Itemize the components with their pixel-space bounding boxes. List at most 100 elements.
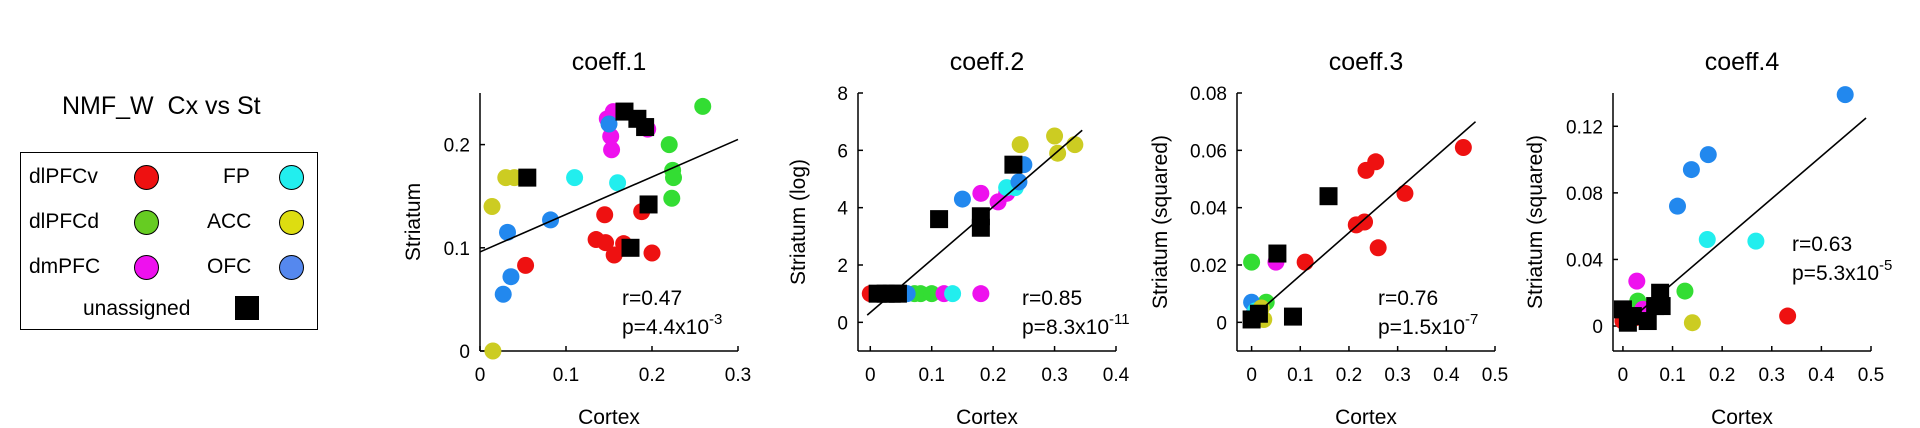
data-point-square	[1249, 304, 1268, 323]
data-point	[1010, 173, 1028, 191]
stat-p: p=4.4x10-3	[622, 311, 722, 339]
legend-marker-dlpfcd	[134, 210, 159, 235]
data-point-square	[930, 210, 949, 229]
data-point-square	[1652, 297, 1671, 316]
data-point	[1296, 253, 1314, 271]
y-tick-label: 0.1	[444, 239, 470, 260]
data-point	[1369, 239, 1387, 257]
chart-title: coeff.2	[950, 48, 1025, 76]
data-point	[1682, 161, 1700, 179]
y-tick-label: 0.08	[1190, 84, 1227, 105]
stat-r: r=0.76	[1378, 287, 1438, 310]
data-point	[600, 115, 618, 133]
data-point	[1011, 136, 1029, 154]
legend-label-dlpfcd: dlPFCd	[29, 210, 100, 233]
x-tick-label: 0.5	[1482, 365, 1508, 386]
data-point	[484, 342, 502, 360]
legend-label-unassigned: unassigned	[83, 297, 191, 320]
data-point	[1046, 127, 1064, 145]
data-point	[596, 206, 614, 224]
data-point	[517, 256, 535, 274]
data-point-square	[636, 118, 655, 137]
data-point	[1243, 253, 1261, 271]
y-tick-label: 0.2	[444, 136, 470, 157]
legend-label-dlpfcv: dlPFCv	[29, 165, 98, 188]
data-point	[499, 223, 517, 241]
stat-r: r=0.47	[622, 287, 682, 310]
data-point	[597, 234, 615, 252]
legend-label-acc: ACC	[207, 210, 252, 233]
data-point	[972, 184, 990, 202]
legend-marker-ofc	[279, 255, 304, 280]
data-point-square	[1283, 307, 1302, 326]
data-point	[542, 211, 560, 229]
data-point	[643, 244, 661, 262]
data-points	[1613, 86, 1854, 332]
x-tick-label: 0.1	[1659, 365, 1685, 386]
y-tick-label: 0.08	[1566, 184, 1603, 205]
legend-marker-fp	[279, 165, 304, 190]
data-point	[1367, 153, 1385, 171]
y-axis-label: Striatum (squared)	[1524, 135, 1547, 309]
regression-line	[1622, 117, 1867, 327]
x-tick-label: 0.1	[1287, 365, 1313, 386]
x-axis-label: Cortex	[578, 406, 640, 428]
stat-r: r=0.85	[1022, 287, 1082, 310]
y-axis-label: Striatum (log)	[787, 159, 810, 285]
data-point-square	[639, 195, 658, 214]
legend-title: NMF_W Cx vs St	[62, 92, 261, 120]
chart-panel-1: coeff.1 0 0.1 0.2 0.3 0 0.1 0.2 Cortex Striatum r=…	[402, 48, 751, 428]
legend-label-ofc: OFC	[207, 255, 252, 278]
data-point	[1454, 138, 1472, 156]
data-point	[1356, 213, 1374, 231]
x-tick-label: 0.2	[980, 365, 1006, 386]
data-point	[605, 246, 623, 264]
data-point	[1836, 86, 1854, 104]
y-tick-label: 0.06	[1190, 141, 1227, 162]
y-tick-label: 0	[1216, 313, 1227, 334]
data-point	[566, 169, 584, 187]
data-points	[483, 97, 712, 360]
chart-panel-4: coeff.4 0 0.1 0.2 0.3 0.4 0.5 0 0.04 0.08 0.12 Cort…	[1524, 48, 1892, 428]
data-point	[1049, 144, 1067, 162]
stat-p-exponent: -5	[1879, 257, 1892, 274]
data-point	[1396, 184, 1414, 202]
legend-marker-dlpfcv	[134, 165, 159, 190]
stat-p: p=1.5x10-7	[1378, 311, 1478, 339]
x-tick-label: 0.1	[919, 365, 945, 386]
x-tick-label: 0.3	[1759, 365, 1785, 386]
x-tick-label: 0.2	[1336, 365, 1362, 386]
stat-p: p=5.3x10-5	[1792, 257, 1892, 285]
data-point-square	[1638, 312, 1657, 331]
chart-panel-2: coeff.2 0 0.1 0.2 0.3 0.4 0 2 4 6 8 Cortex Striatum …	[787, 48, 1130, 428]
legend-marker-dmpfc	[134, 255, 159, 280]
data-point	[609, 174, 627, 192]
stat-p-exponent: -7	[1465, 311, 1478, 328]
data-point	[953, 190, 971, 208]
regression-line	[1246, 121, 1477, 323]
data-point	[1747, 232, 1765, 250]
data-point	[1066, 136, 1084, 154]
data-point	[1698, 230, 1716, 248]
data-point-square	[888, 284, 907, 303]
x-tick-label: 0	[865, 365, 876, 386]
data-point	[923, 285, 941, 303]
data-point	[1669, 197, 1686, 215]
x-axis-label: Cortex	[956, 406, 1018, 428]
x-tick-label: 0.4	[1103, 365, 1130, 386]
x-tick-label: 0.2	[1709, 365, 1735, 386]
x-axis-label: Cortex	[1711, 406, 1773, 428]
x-tick-label: 0.2	[639, 365, 665, 386]
data-point	[1676, 282, 1694, 300]
legend-marker-acc	[279, 210, 304, 235]
data-point	[660, 136, 678, 154]
legend-label-fp: FP	[223, 165, 250, 188]
regression-line	[479, 138, 739, 253]
x-tick-label: 0	[1246, 365, 1257, 386]
y-axis-label: Striatum	[402, 183, 425, 261]
data-point	[483, 198, 501, 216]
y-tick-label: 0.02	[1190, 256, 1227, 277]
y-tick-label: 0	[837, 313, 848, 334]
